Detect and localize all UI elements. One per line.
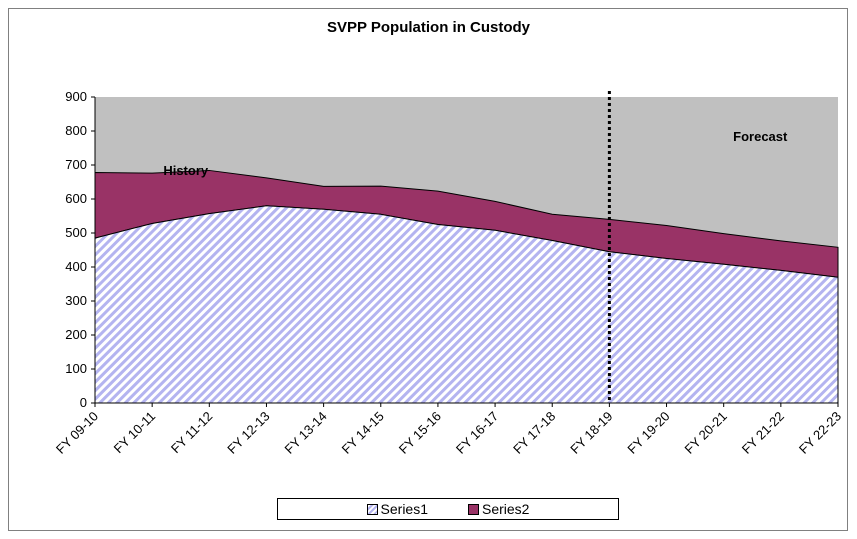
x-tick-label: FY 19-20 bbox=[624, 409, 672, 457]
legend-item-series1: Series1 bbox=[366, 501, 428, 517]
y-tick-label: 500 bbox=[65, 225, 87, 240]
x-tick-label: FY 18-19 bbox=[567, 409, 615, 457]
legend-item-series2: Series2 bbox=[468, 501, 529, 517]
y-tick-label: 0 bbox=[80, 395, 87, 410]
y-tick-label: 800 bbox=[65, 123, 87, 138]
x-tick-label: FY 21-22 bbox=[739, 409, 787, 457]
legend-label-series2: Series2 bbox=[482, 501, 530, 517]
y-tick-label: 200 bbox=[65, 327, 87, 342]
x-tick-label: FY 15-16 bbox=[396, 409, 444, 457]
legend-label-series1: Series1 bbox=[380, 501, 428, 517]
x-tick-label: FY 20-21 bbox=[682, 409, 730, 457]
annotation-history: History bbox=[163, 163, 209, 178]
x-tick-label: FY 10-11 bbox=[111, 409, 159, 457]
x-tick-label: FY 09-10 bbox=[53, 409, 101, 457]
y-tick-label: 700 bbox=[65, 157, 87, 172]
y-tick-label: 900 bbox=[65, 89, 87, 104]
annotation-forecast: Forecast bbox=[733, 129, 788, 144]
y-tick-label: 100 bbox=[65, 361, 87, 376]
x-tick-label: FY 16-17 bbox=[453, 409, 501, 457]
x-tick-label: FY 17-18 bbox=[510, 409, 558, 457]
x-tick-label: FY 13-14 bbox=[281, 409, 329, 457]
legend-swatch-series1 bbox=[366, 503, 378, 515]
legend: Series1 Series2 bbox=[277, 498, 619, 520]
y-tick-label: 400 bbox=[65, 259, 87, 274]
x-tick-label: FY 14-15 bbox=[339, 409, 387, 457]
area-series1 bbox=[94, 205, 839, 404]
legend-swatch-series2 bbox=[468, 503, 479, 515]
chart-title: SVPP Population in Custody bbox=[326, 19, 531, 36]
x-tick-label: FY 22-23 bbox=[796, 409, 844, 457]
y-tick-label: 600 bbox=[65, 191, 87, 206]
x-tick-label: FY 11-12 bbox=[168, 409, 216, 457]
x-tick-label: FY 12-13 bbox=[224, 409, 272, 457]
y-tick-label: 300 bbox=[65, 293, 87, 308]
